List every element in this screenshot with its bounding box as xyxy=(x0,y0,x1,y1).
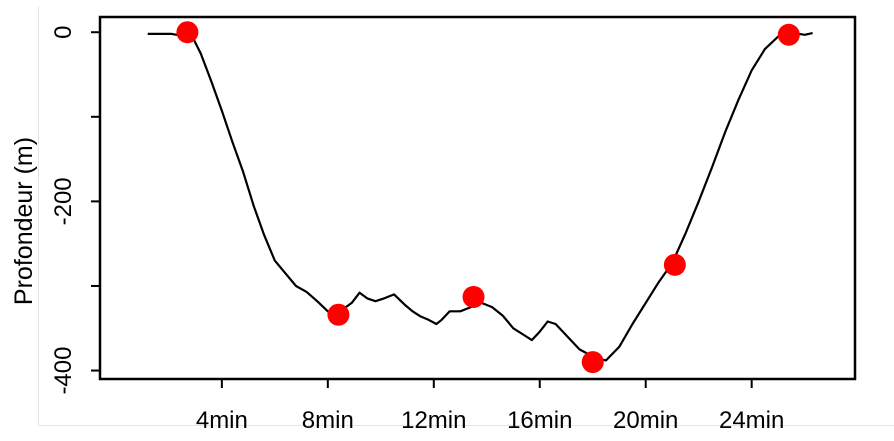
highlight-point xyxy=(663,253,686,276)
x-tick-label: 4min xyxy=(196,407,248,434)
highlight-point xyxy=(327,303,350,326)
x-tick-label: 16min xyxy=(507,407,572,434)
depth-series-line xyxy=(147,31,813,362)
highlight-point xyxy=(581,351,604,374)
x-tick-label: 8min xyxy=(302,407,354,434)
y-tick-label: -400 xyxy=(50,347,77,395)
frame-lines xyxy=(38,6,894,426)
x-axis: 4min 8min 12min 16min 20min 24min xyxy=(196,379,784,434)
x-tick-label: 20min xyxy=(613,407,678,434)
highlight-point xyxy=(777,23,800,46)
highlight-point xyxy=(176,21,199,44)
highlight-markers xyxy=(176,21,800,374)
y-tick-label: 0 xyxy=(50,26,77,39)
y-axis-title: Profondeur (m) xyxy=(10,137,38,305)
x-tick-label: 24min xyxy=(719,407,784,434)
highlight-point xyxy=(462,285,485,308)
plot-frame xyxy=(98,15,857,381)
x-tick-label: 12min xyxy=(401,407,466,434)
y-tick-label: -200 xyxy=(50,177,77,225)
y-axis: 0 -200 -400 xyxy=(50,26,100,395)
